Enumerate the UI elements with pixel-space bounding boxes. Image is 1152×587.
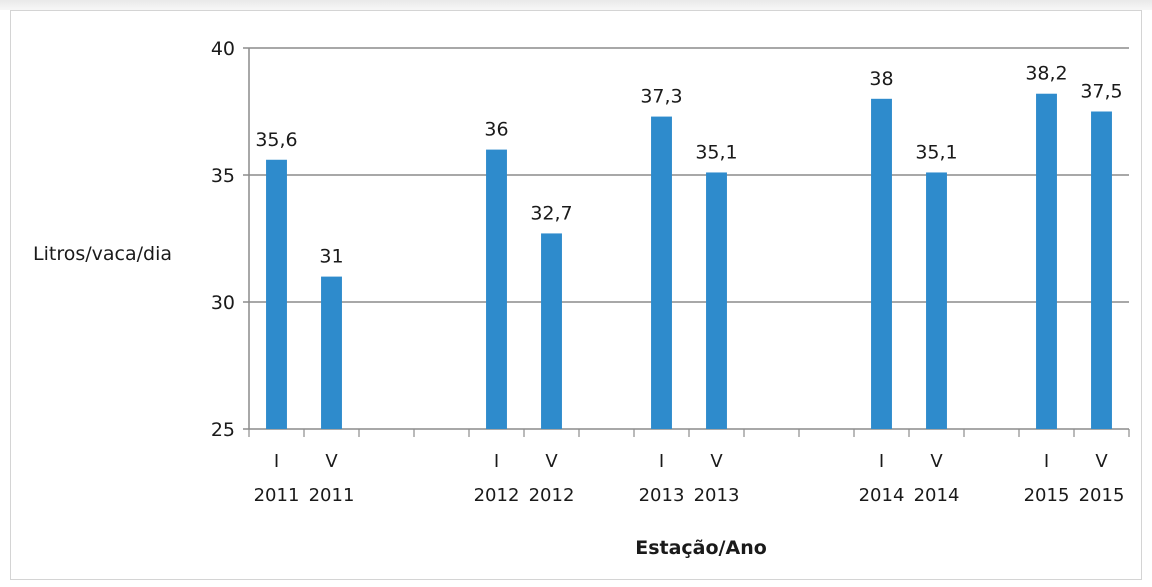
bar: [321, 276, 342, 429]
data-label: 36: [484, 119, 508, 141]
bar: [706, 172, 727, 429]
x-tick-year: 2014: [914, 485, 960, 506]
bar: [926, 172, 947, 429]
data-label: 32,7: [530, 202, 572, 224]
y-axis-title: Litros/vaca/dia: [33, 243, 172, 265]
bar: [541, 233, 562, 429]
top-bar: [0, 0, 1152, 10]
data-label: 31: [319, 246, 343, 268]
data-label: 35,6: [255, 129, 297, 151]
y-tick-label: 25: [211, 419, 235, 441]
bar: [651, 116, 672, 429]
y-tick-label: 40: [211, 38, 235, 60]
x-tick-year: 2015: [1024, 485, 1070, 506]
x-tick-year: 2013: [639, 485, 685, 506]
x-tick-season: I: [274, 451, 279, 472]
bar: [1091, 111, 1112, 429]
x-axis-title: Estação/Ano: [635, 537, 767, 559]
x-axis-title-wrap: Estação/Ano: [11, 537, 1152, 559]
x-tick-season: I: [659, 451, 664, 472]
x-tick-year: 2012: [474, 485, 520, 506]
x-tick-year: 2012: [529, 485, 575, 506]
bar: [871, 98, 892, 430]
data-label: 38: [869, 68, 893, 90]
y-tick-label: 35: [211, 165, 235, 187]
bar-chart: 25 30 35 40 35,6 I 2011 31 V 2011 36 I 2012 32,7 V 2012…: [211, 38, 1130, 506]
data-label: 35,1: [915, 141, 957, 163]
data-label: 35,1: [695, 141, 737, 163]
x-tick-season: I: [494, 451, 499, 472]
x-tick-season: V: [545, 451, 558, 472]
x-tick-season: V: [325, 451, 338, 472]
data-label: 38,2: [1025, 63, 1067, 85]
data-label: 37,5: [1080, 81, 1122, 103]
x-tick-season: V: [930, 451, 943, 472]
bar: [1036, 93, 1057, 429]
x-tick-year: 2011: [309, 485, 355, 506]
x-tick-season: I: [879, 451, 884, 472]
x-tick-year: 2014: [859, 485, 905, 506]
y-tick-label: 30: [211, 292, 235, 314]
chart-area: 25 30 35 40 35,6 I 2011 31 V 2011 36 I 2012 32,7 V 2012…: [10, 10, 1142, 580]
x-tick-year: 2015: [1079, 485, 1125, 506]
x-tick-season: V: [710, 451, 723, 472]
x-tick-season: I: [1044, 451, 1049, 472]
bar: [486, 149, 507, 429]
x-tick-season: V: [1095, 451, 1108, 472]
data-label: 37,3: [640, 86, 682, 108]
x-tick-year: 2011: [254, 485, 300, 506]
x-tick-year: 2013: [694, 485, 740, 506]
bar: [266, 159, 287, 429]
